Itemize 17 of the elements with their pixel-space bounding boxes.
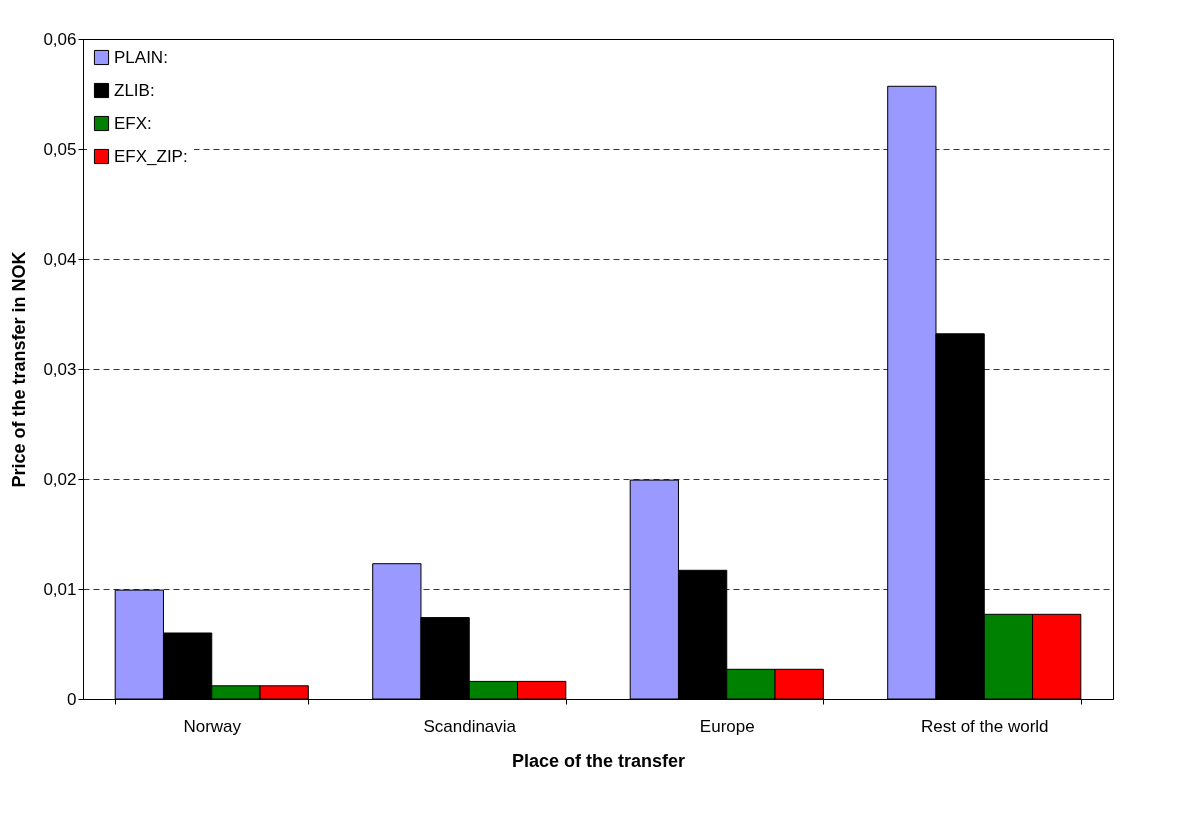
x-tick-label: Europe — [699, 716, 755, 736]
x-tick-label: Norway — [183, 716, 242, 736]
y-tick-label: 0,04 — [43, 249, 77, 269]
legend-label: EFX_ZIP: — [114, 146, 188, 166]
y-tick-label: 0,03 — [43, 359, 77, 379]
x-tick-label: Scandinavia — [423, 716, 517, 736]
x-axis-title: Place of the transfer — [511, 750, 686, 771]
y-axis-title: Price of the transfer in NOK — [9, 251, 30, 488]
y-tick-label: 0,05 — [43, 139, 77, 159]
y-tick-label: 0,01 — [43, 579, 77, 599]
y-tick-label: 0,02 — [43, 469, 77, 489]
legend-label: ZLIB: — [114, 80, 155, 100]
x-tick-label: Rest of the world — [920, 716, 1049, 736]
y-tick-label: 0,06 — [43, 29, 77, 49]
legend-label: EFX: — [114, 113, 152, 133]
legend-label: PLAIN: — [114, 47, 168, 67]
y-tick-label: 0 — [67, 689, 77, 709]
